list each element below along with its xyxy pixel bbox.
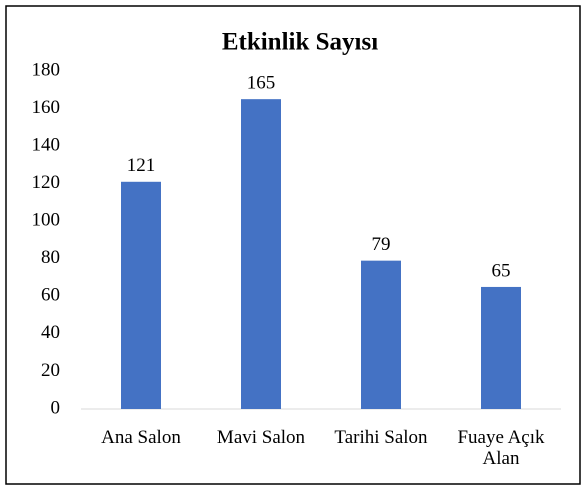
data-label: 65 xyxy=(492,260,511,281)
bar xyxy=(241,99,281,410)
y-tick-label: 40 xyxy=(41,322,60,343)
bar xyxy=(481,286,521,409)
chart-border xyxy=(5,5,581,485)
x-tick-label: Fuaye Açık Alan xyxy=(457,427,545,469)
x-tick-label: Mavi Salon xyxy=(216,427,306,448)
y-tick-label: 180 xyxy=(32,59,61,80)
y-tick-label: 100 xyxy=(32,210,61,231)
y-tick-label: 20 xyxy=(41,360,60,381)
data-label: 165 xyxy=(247,73,276,94)
bar xyxy=(361,260,401,409)
y-tick-label: 0 xyxy=(51,397,61,418)
y-tick-label: 80 xyxy=(41,247,60,268)
x-tick-label: Tarihi Salon xyxy=(334,427,428,448)
data-label: 79 xyxy=(372,234,391,255)
chart-title: Etkinlik Sayısı xyxy=(222,29,378,56)
y-tick-label: 60 xyxy=(41,285,60,306)
bar xyxy=(121,181,161,409)
y-tick-label: 140 xyxy=(32,134,61,155)
y-tick-label: 120 xyxy=(32,172,61,193)
data-label: 121 xyxy=(127,155,156,176)
y-tick-label: 160 xyxy=(32,97,61,118)
x-tick-label: Ana Salon xyxy=(101,427,181,448)
